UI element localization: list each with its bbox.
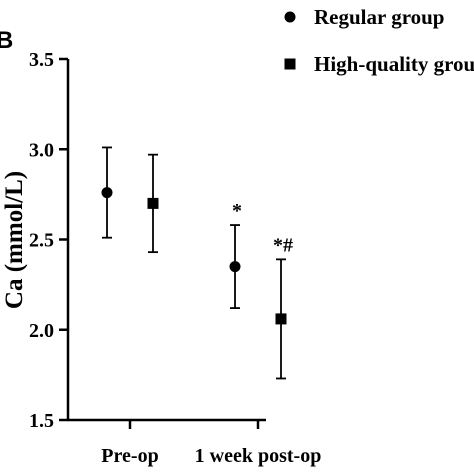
- y-tick-label: 2.0: [29, 320, 54, 342]
- legend-marker-square: [284, 58, 296, 70]
- significance-label: *: [232, 200, 242, 222]
- y-tick-label: 3.0: [29, 139, 54, 161]
- data-point-square: [147, 197, 159, 209]
- y-axis-ticks: 1.5 2.0 2.5 3.0 3.5: [29, 49, 68, 432]
- data-point-circle: [229, 261, 241, 273]
- data-point-square: [275, 313, 287, 325]
- significance-label: *#: [273, 234, 293, 256]
- data-marks: * *#: [101, 146, 293, 380]
- legend: Regular group High-quality group: [284, 5, 474, 76]
- data-point-circle: [101, 187, 113, 199]
- panel-label: B: [0, 27, 13, 54]
- legend-marker-circle: [284, 11, 296, 23]
- x-tick-label: Pre-op: [101, 445, 158, 467]
- y-tick-label: 1.5: [29, 410, 54, 432]
- x-tick-label: 1 week post-op: [195, 445, 322, 467]
- legend-label: Regular group: [314, 5, 445, 29]
- y-axis-label: Ca (mmol/L): [1, 171, 28, 309]
- y-tick-label: 3.5: [29, 49, 54, 71]
- x-axis-ticks: Pre-op 1 week post-op: [101, 420, 321, 467]
- y-tick-label: 2.5: [29, 230, 54, 252]
- legend-label: High-quality group: [314, 52, 474, 76]
